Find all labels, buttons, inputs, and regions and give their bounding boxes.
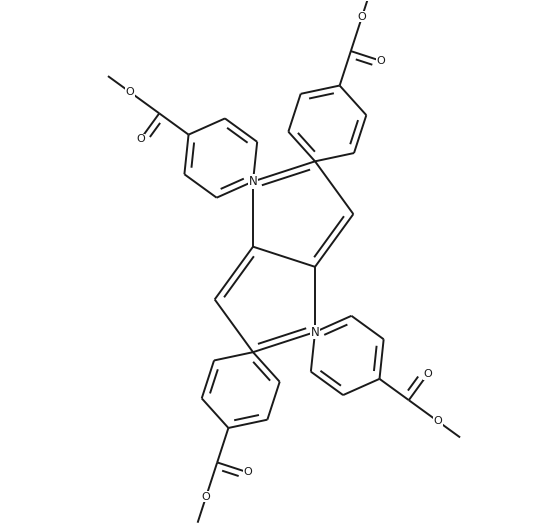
Text: N: N (249, 175, 257, 188)
Text: O: O (377, 56, 386, 66)
Text: N: N (311, 326, 319, 338)
Text: O: O (202, 492, 210, 502)
Text: O: O (358, 12, 366, 22)
Text: O: O (434, 417, 443, 427)
Text: O: O (423, 370, 432, 380)
Text: O: O (136, 134, 145, 144)
Text: O: O (243, 467, 252, 477)
Text: O: O (126, 87, 134, 97)
